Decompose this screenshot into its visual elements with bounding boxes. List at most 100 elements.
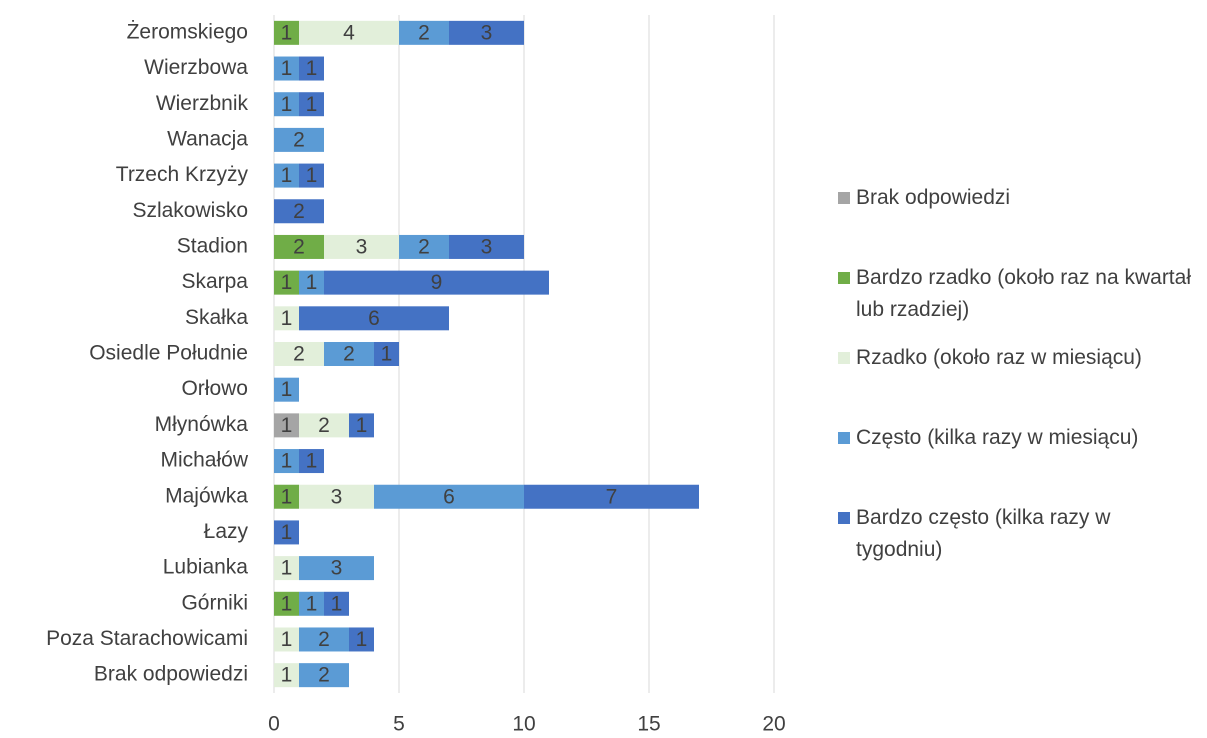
bar-segment [324,270,549,295]
bar-segment [299,56,324,81]
bar-segment [299,413,349,438]
data-label: 4 [343,21,355,44]
legend-label: Bardzo rzadko (około raz na kwartał lub … [856,266,1191,321]
legend-swatch [838,192,850,204]
data-label: 1 [281,592,293,615]
bar-segment [274,377,299,402]
bar-segment [524,484,699,509]
bar-segment [349,627,374,652]
x-tick-label: 20 [762,713,785,736]
y-tick-label: Młynówka [155,413,249,436]
legend-item: Bardzo rzadko (około raz na kwartał lub … [838,262,1198,326]
data-label: 7 [606,485,618,508]
y-tick-label: Majówka [165,484,248,507]
bar-segment [299,484,374,509]
data-label: 2 [293,128,305,151]
y-tick-label: Górniki [181,591,248,614]
data-label: 1 [356,628,368,651]
bar-segment [299,20,399,45]
data-label: 1 [281,57,293,80]
x-tick-label: 0 [268,713,280,736]
bar-segment [274,663,299,688]
legend-label: Brak odpowiedzi [856,186,1011,209]
bar-segment [299,270,324,295]
data-label: 1 [281,450,293,473]
bar-segment [299,556,374,581]
y-tick-label: Wierzbnik [156,92,249,115]
y-tick-label: Skarpa [181,270,248,293]
data-label: 1 [281,164,293,187]
data-label: 1 [306,93,318,116]
bar-segment [274,342,324,366]
bar-segment [299,627,349,652]
data-label: 3 [356,235,368,258]
bar-segment [449,234,524,259]
data-label: 1 [281,628,293,651]
bar-segment [274,520,299,545]
y-tick-label: Żeromskiego [127,20,248,43]
legend-swatch [838,432,850,444]
y-tick-label: Skałka [185,306,248,329]
bar-segment [399,20,449,45]
x-tick-label: 10 [512,713,535,736]
y-tick-label: Lubianka [163,556,249,579]
bar-segment [374,342,399,366]
bar-segment [324,234,399,259]
bar-segment [299,449,324,474]
bar-segment [299,92,324,117]
bar-segment [274,306,299,331]
data-label: 1 [281,485,293,508]
data-label: 1 [306,450,318,473]
data-label: 9 [431,271,443,294]
bar-segment [374,484,524,509]
bar-segment [274,20,299,45]
legend-item: Często (kilka razy w miesiącu) [838,422,1198,454]
legend-item: Bardzo często (kilka razy w tygodniu) [838,502,1198,566]
data-label: 3 [481,235,493,258]
data-label: 1 [281,93,293,116]
legend-item: Brak odpowiedzi [838,182,1198,214]
data-label: 1 [356,414,368,437]
data-label: 2 [318,628,330,651]
bar-segment [274,449,299,474]
bar-segment [399,234,449,259]
bar-segment [449,20,524,45]
data-label: 1 [281,307,293,330]
y-tick-label: Brak odpowiedzi [94,663,248,686]
y-tick-label: Wanacja [167,127,248,150]
bar-segment [274,92,299,117]
bar-segment [349,413,374,438]
data-label: 1 [331,592,343,615]
data-label: 6 [368,307,380,330]
legend-label: Bardzo często (kilka razy w tygodniu) [856,506,1111,561]
data-label: 2 [293,200,305,223]
legend-label: Rzadko (około raz w miesiącu) [856,346,1142,369]
bar-segment [274,591,299,616]
y-tick-label: Łazy [204,520,249,543]
y-tick-label: Szlakowisko [132,199,248,222]
data-label: 1 [281,557,293,580]
data-label: 3 [481,21,493,44]
data-label: 1 [381,343,393,366]
data-label: 1 [281,521,293,544]
data-label: 1 [306,592,318,615]
y-tick-label: Wierzbowa [144,56,248,79]
legend-swatch [838,512,850,524]
x-tick-label: 15 [637,713,660,736]
legend-swatch [838,352,850,364]
bar-segment [274,556,299,581]
x-tick-label: 5 [393,713,405,736]
bar-segment [274,413,299,438]
bar-segment [274,627,299,652]
y-tick-label: Orłowo [181,377,248,400]
data-label: 2 [343,343,355,366]
bar-segment [274,199,324,224]
data-label: 3 [331,557,343,580]
data-label: 2 [293,343,305,366]
bar-segment [299,163,324,188]
y-tick-label: Michałów [160,449,248,472]
bar-segment [299,306,449,331]
data-label: 2 [318,664,330,687]
data-label: 2 [318,414,330,437]
data-label: 1 [281,378,293,401]
